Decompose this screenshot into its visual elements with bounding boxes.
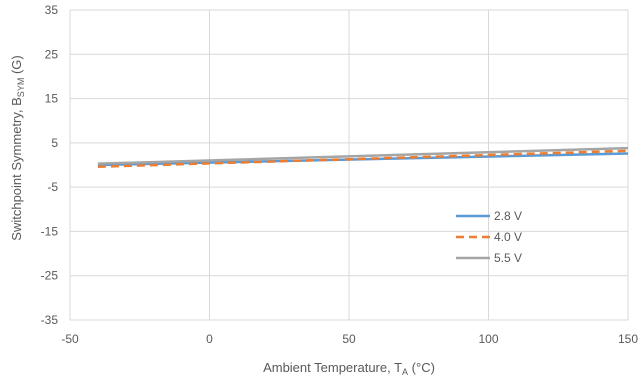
- y-tick-labels: -35 -25 -15 -5 5 15 25 35: [41, 3, 59, 327]
- y-tick-label: 25: [45, 47, 59, 61]
- legend-label: 4.0 V: [494, 230, 522, 244]
- y-axis-title-tail: (G): [9, 55, 24, 77]
- y-tick-label: 15: [45, 92, 59, 106]
- series-lines: [97, 146, 629, 169]
- x-tick-label: 150: [618, 332, 638, 346]
- y-tick-label: -25: [41, 269, 59, 283]
- x-tick-label: 50: [342, 332, 356, 346]
- x-axis-title-sub: A: [402, 367, 408, 377]
- y-tick-label: -35: [41, 313, 59, 327]
- legend-label: 5.5 V: [494, 251, 522, 265]
- y-tick-label: -5: [47, 180, 58, 194]
- x-tick-labels: -50 0 50 100 150: [61, 332, 638, 346]
- series-line-5-5-v: [97, 146, 629, 165]
- legend: 2.8 V 4.0 V 5.5 V: [456, 209, 522, 265]
- y-axis-title-main: Switchpoint Symmetry, B: [9, 97, 24, 241]
- grid-lines: [69, 9, 629, 321]
- x-axis-title-tail: (°C): [408, 360, 435, 375]
- y-tick-label: 35: [45, 3, 59, 17]
- y-axis-title: Switchpoint Symmetry, BSYM (G): [9, 55, 26, 240]
- x-tick-label: -50: [61, 332, 79, 346]
- y-tick-label: -15: [41, 224, 59, 238]
- legend-label: 2.8 V: [494, 209, 522, 223]
- x-axis-title-main: Ambient Temperature, T: [263, 360, 402, 375]
- y-axis-title-sub: SYM: [16, 78, 26, 98]
- x-axis-title: Ambient Temperature, TA (°C): [263, 360, 435, 377]
- y-tick-label: 5: [51, 136, 58, 150]
- series-line-4-0-v: [97, 149, 629, 169]
- x-tick-label: 0: [206, 332, 213, 346]
- x-tick-label: 100: [478, 332, 498, 346]
